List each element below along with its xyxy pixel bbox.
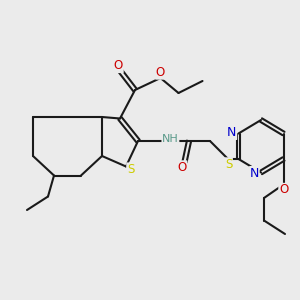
- Text: NH: NH: [162, 134, 179, 145]
- Text: S: S: [225, 158, 232, 171]
- Text: S: S: [127, 163, 134, 176]
- Text: O: O: [156, 66, 165, 79]
- Text: N: N: [227, 126, 237, 140]
- Text: O: O: [178, 161, 187, 174]
- Text: O: O: [114, 59, 123, 73]
- Text: O: O: [279, 183, 288, 196]
- Text: N: N: [250, 167, 259, 180]
